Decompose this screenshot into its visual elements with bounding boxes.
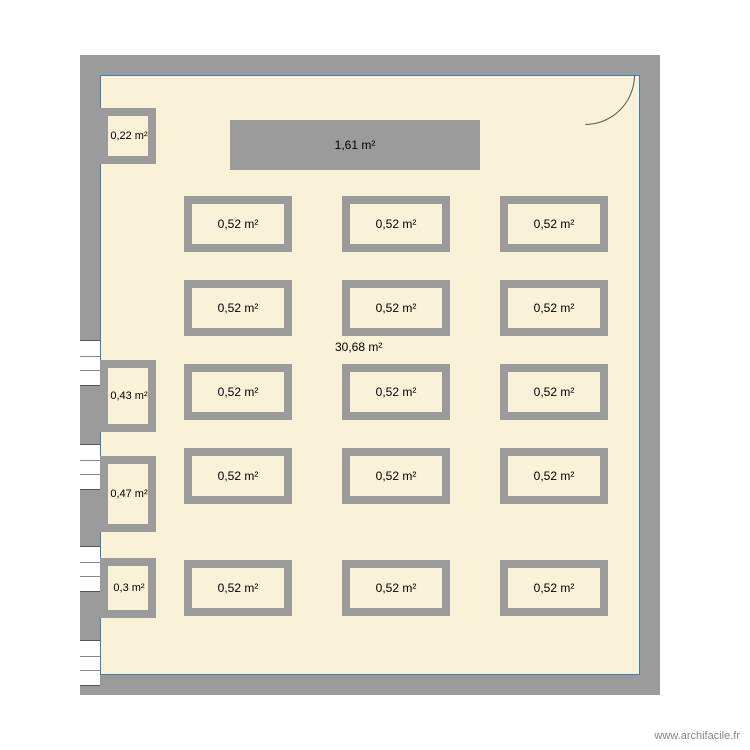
side-block-label: 0,22 m²	[110, 130, 147, 142]
student-desk-label: 0,52 m²	[218, 469, 259, 483]
watermark: www.archifacile.fr	[654, 730, 740, 742]
student-desk: 0,52 m²	[500, 448, 608, 504]
student-desk-label: 0,52 m²	[218, 301, 259, 315]
student-desk: 0,52 m²	[500, 196, 608, 252]
side-block-label: 0,43 m²	[110, 390, 147, 402]
student-desk: 0,52 m²	[184, 448, 292, 504]
student-desk: 0,52 m²	[184, 196, 292, 252]
student-desk: 0,52 m²	[500, 364, 608, 420]
window	[80, 546, 100, 592]
student-desk-label: 0,52 m²	[534, 469, 575, 483]
student-desk: 0,52 m²	[342, 280, 450, 336]
student-desk: 0,52 m²	[342, 364, 450, 420]
student-desk: 0,52 m²	[500, 280, 608, 336]
teacher-desk: 1,61 m²	[230, 120, 480, 170]
side-block: 0,3 m²	[100, 558, 156, 618]
window	[80, 444, 100, 490]
student-desk-label: 0,52 m²	[218, 385, 259, 399]
student-desk-label: 0,52 m²	[376, 385, 417, 399]
student-desk: 0,52 m²	[184, 364, 292, 420]
student-desk: 0,52 m²	[342, 448, 450, 504]
student-desk: 0,52 m²	[500, 560, 608, 616]
student-desk-label: 0,52 m²	[534, 217, 575, 231]
wall-bottom	[80, 675, 660, 695]
student-desk-label: 0,52 m²	[376, 217, 417, 231]
side-block: 0,43 m²	[100, 360, 156, 432]
wall-top	[80, 55, 660, 75]
student-desk-label: 0,52 m²	[376, 469, 417, 483]
student-desk-label: 0,52 m²	[218, 217, 259, 231]
window	[80, 640, 100, 686]
window	[80, 340, 100, 386]
student-desk-label: 0,52 m²	[534, 385, 575, 399]
student-desk-label: 0,52 m²	[218, 581, 259, 595]
student-desk-label: 0,52 m²	[534, 581, 575, 595]
wall-right	[640, 55, 660, 695]
student-desk-label: 0,52 m²	[376, 581, 417, 595]
floorplan-canvas: 1,61 m² 0,22 m² 0,43 m² 0,47 m² 0,3 m² 0,52…	[0, 0, 750, 750]
side-block-label: 0,47 m²	[110, 488, 147, 500]
student-desk-label: 0,52 m²	[534, 301, 575, 315]
student-desk: 0,52 m²	[342, 196, 450, 252]
side-block: 0,22 m²	[100, 108, 156, 164]
side-block: 0,47 m²	[100, 456, 156, 532]
student-desk: 0,52 m²	[342, 560, 450, 616]
teacher-desk-label: 1,61 m²	[335, 138, 376, 152]
student-desk: 0,52 m²	[184, 560, 292, 616]
room-area-label: 30,68 m²	[335, 340, 382, 354]
student-desk: 0,52 m²	[184, 280, 292, 336]
side-block-label: 0,3 m²	[113, 582, 144, 594]
student-desk-label: 0,52 m²	[376, 301, 417, 315]
